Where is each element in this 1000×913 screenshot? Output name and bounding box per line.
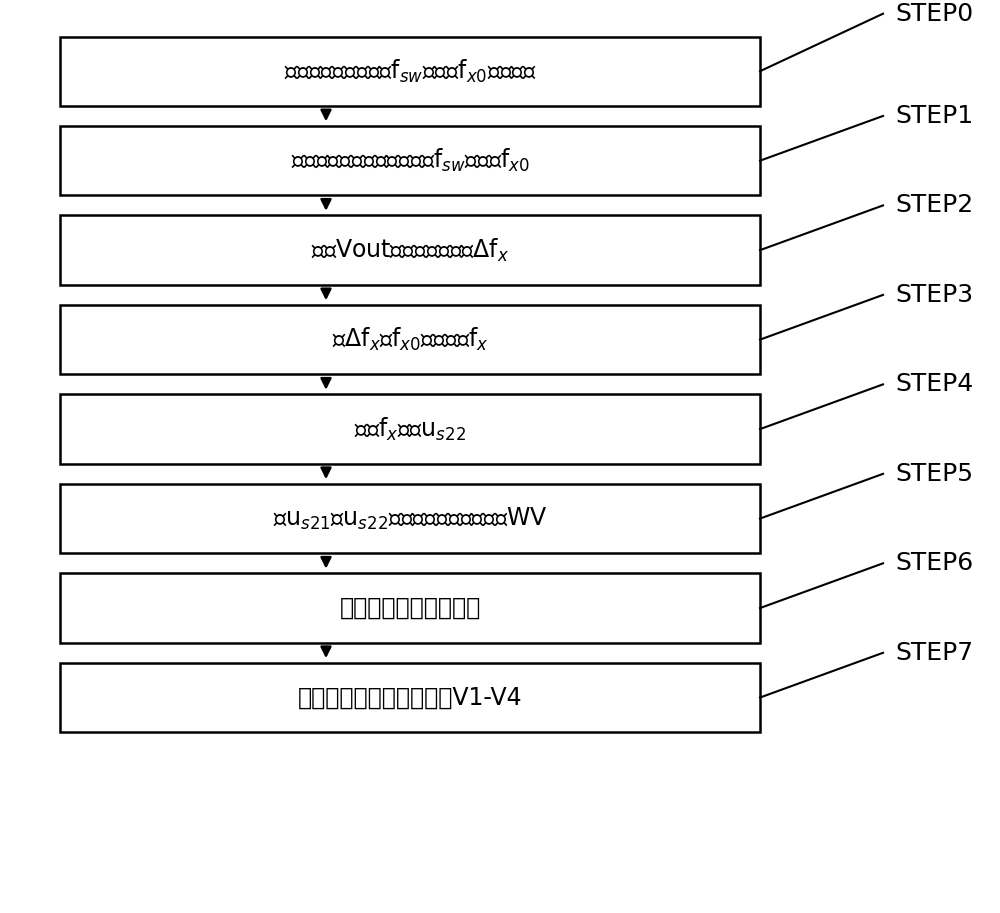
Bar [60, 305, 760, 374]
Bar [60, 663, 760, 732]
Text: 预先生成并存储多个f$_{sw}$与多个f$_{x0}$的映射集: 预先生成并存储多个f$_{sw}$与多个f$_{x0}$的映射集 [284, 58, 536, 85]
Text: 以Δf$_{x}$与f$_{x0}$叠加作为f$_{x}$: 以Δf$_{x}$与f$_{x0}$叠加作为f$_{x}$ [332, 326, 488, 353]
Text: STEP2: STEP2 [895, 194, 973, 217]
Bar [60, 573, 760, 643]
Text: STEP4: STEP4 [895, 373, 973, 396]
Text: 根据f$_{x}$调节u$_{s22}$: 根据f$_{x}$调节u$_{s22}$ [354, 415, 466, 443]
Text: 查询该映射集，获取与当前f$_{sw}$对应的f$_{x0}$: 查询该映射集，获取与当前f$_{sw}$对应的f$_{x0}$ [291, 147, 529, 174]
Text: STEP0: STEP0 [895, 2, 973, 26]
Text: STEP7: STEP7 [895, 641, 973, 665]
Text: STEP5: STEP5 [895, 462, 973, 486]
Text: 获取副边脉冲驱动信号: 获取副边脉冲驱动信号 [339, 596, 481, 620]
Text: 以副边脉冲驱动信号驱动V1-V4: 以副边脉冲驱动信号驱动V1-V4 [298, 686, 522, 709]
Text: 通过Vout闭环调节，生成Δf$_{x}$: 通过Vout闭环调节，生成Δf$_{x}$ [311, 236, 509, 264]
Bar [60, 37, 760, 106]
Bar [60, 215, 760, 285]
Text: STEP3: STEP3 [895, 283, 973, 307]
Bar [60, 126, 760, 195]
Text: STEP1: STEP1 [895, 104, 973, 128]
Bar [60, 484, 760, 553]
Text: STEP6: STEP6 [895, 551, 973, 575]
Text: 将u$_{s21}$与u$_{s22}$拼接，构成副边调制波WV: 将u$_{s21}$与u$_{s22}$拼接，构成副边调制波WV [273, 506, 547, 531]
Bar [60, 394, 760, 464]
